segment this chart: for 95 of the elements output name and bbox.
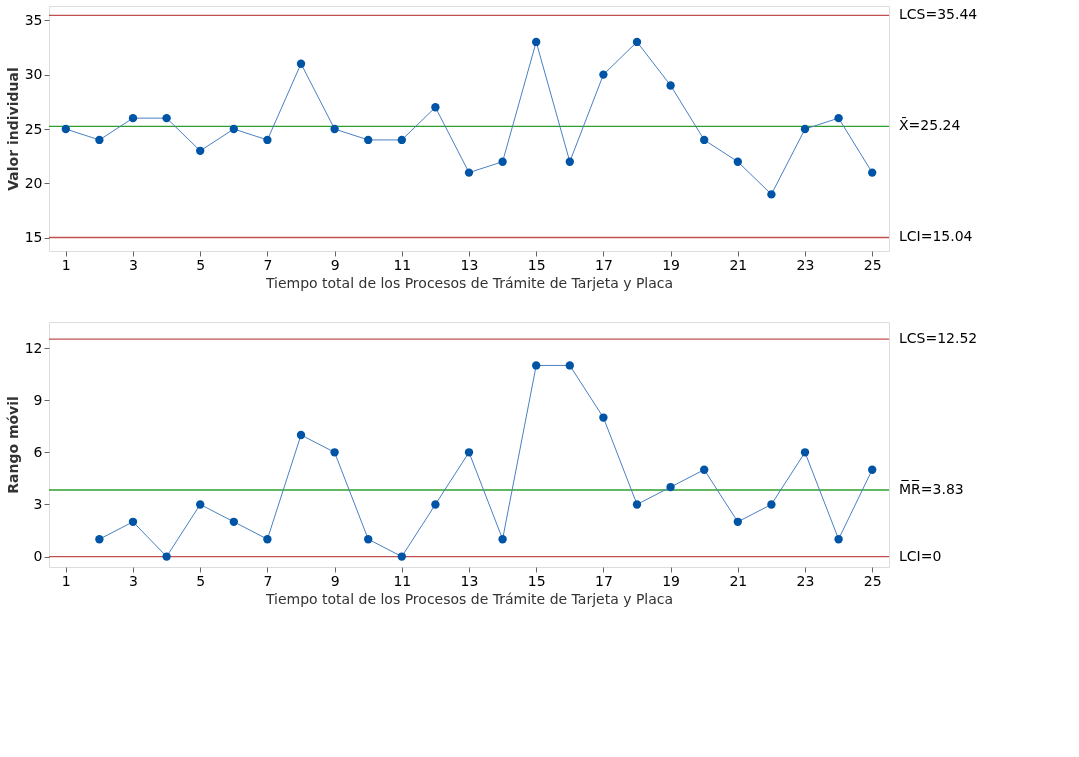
x-tick-label: 13: [460, 572, 479, 589]
point: [632, 37, 642, 47]
point: [733, 157, 742, 166]
point: [700, 135, 709, 145]
x-tick-label: 23: [796, 256, 815, 273]
x-tick-label: 7: [263, 256, 273, 273]
point: [364, 535, 373, 544]
y-tick-label: 0: [33, 548, 43, 565]
point: [767, 500, 776, 509]
x-tick-label: 21: [729, 572, 748, 589]
point: [599, 413, 608, 422]
point: [397, 552, 406, 561]
x-tick-label: 15: [527, 256, 546, 273]
point: [296, 59, 306, 68]
x-tick-label: 17: [594, 572, 613, 589]
x-tick-label: 17: [594, 256, 613, 273]
y-axis-title: Valor individual: [4, 67, 21, 191]
point: [464, 168, 474, 177]
y-tick-label: 6: [33, 443, 43, 460]
point: [868, 168, 877, 177]
x-tick-label: 5: [196, 256, 206, 273]
x-tick-label: 19: [662, 256, 681, 273]
point: [498, 535, 507, 544]
point: [868, 465, 877, 474]
x-tick-label: 3: [129, 572, 138, 589]
x-tick-label: 7: [263, 572, 273, 589]
x-tick-label: 5: [196, 572, 206, 589]
x-tick-label: 25: [863, 256, 882, 273]
point: [263, 535, 272, 544]
point: [565, 157, 574, 166]
x-axis-title: Tiempo total de los Procesos de Trámite de Tarjeta y Placa: [264, 590, 674, 607]
ref-line-label: LCI=15.04: [899, 228, 973, 245]
point: [464, 448, 474, 457]
x-tick-label: 1: [61, 572, 71, 589]
x-axis-title: Tiempo total de los Procesos de Trámite de Tarjeta y Placa: [264, 274, 674, 291]
x-tick-label: 11: [393, 256, 412, 273]
x-tick-label: 13: [460, 256, 479, 273]
point: [162, 113, 171, 123]
point: [196, 500, 205, 509]
ref-line-label: LCS=35.44: [899, 6, 978, 23]
point: [800, 448, 810, 457]
ref-line-label: LCI=0: [899, 547, 942, 564]
point: [431, 103, 440, 112]
point: [330, 124, 339, 134]
ref-line-label: X̄=25.24: [899, 116, 961, 134]
point: [196, 146, 205, 155]
point: [95, 135, 104, 145]
point: [834, 113, 843, 123]
x-tick-label: 19: [662, 572, 681, 589]
x-tick-label: 15: [527, 572, 546, 589]
y-tick-label: 35: [24, 11, 43, 28]
x-tick-label: 9: [330, 256, 340, 273]
ref-line-label: M̅R̅=3.83: [899, 480, 964, 498]
x-tick-label: 25: [863, 572, 882, 589]
y-tick-label: 3: [33, 495, 43, 512]
point: [128, 113, 138, 123]
point: [767, 190, 776, 199]
x-tick-label: 3: [129, 256, 138, 273]
point: [95, 535, 104, 544]
point: [565, 361, 574, 370]
x-tick-label: 21: [729, 256, 748, 273]
y-axis-title: Rango móvil: [4, 396, 21, 494]
y-tick-label: 9: [33, 391, 43, 408]
x-tick-label: 9: [330, 572, 340, 589]
point: [229, 517, 238, 526]
point: [61, 124, 70, 134]
point: [532, 361, 541, 370]
point: [263, 135, 272, 145]
point: [666, 482, 675, 492]
point: [700, 465, 709, 474]
point: [330, 448, 339, 457]
point: [532, 37, 541, 47]
point: [733, 517, 742, 526]
point: [800, 124, 810, 134]
point: [229, 124, 238, 134]
point: [599, 70, 608, 79]
x-tick-label: 1: [61, 256, 71, 273]
point: [834, 535, 843, 544]
point: [397, 135, 406, 145]
point: [632, 500, 642, 509]
y-tick-label: 12: [24, 339, 43, 356]
point: [296, 430, 306, 440]
point: [162, 552, 171, 561]
y-tick-label: 25: [24, 120, 43, 137]
y-tick-label: 15: [24, 229, 43, 246]
point: [498, 157, 507, 166]
x-tick-label: 11: [393, 572, 412, 589]
y-tick-label: 30: [24, 66, 43, 83]
x-tick-label: 23: [796, 572, 815, 589]
point: [666, 81, 675, 90]
point: [128, 517, 138, 526]
point: [364, 135, 373, 145]
point: [431, 500, 440, 509]
ref-line-label: LCS=12.52: [899, 330, 978, 347]
y-tick-label: 20: [24, 174, 43, 191]
